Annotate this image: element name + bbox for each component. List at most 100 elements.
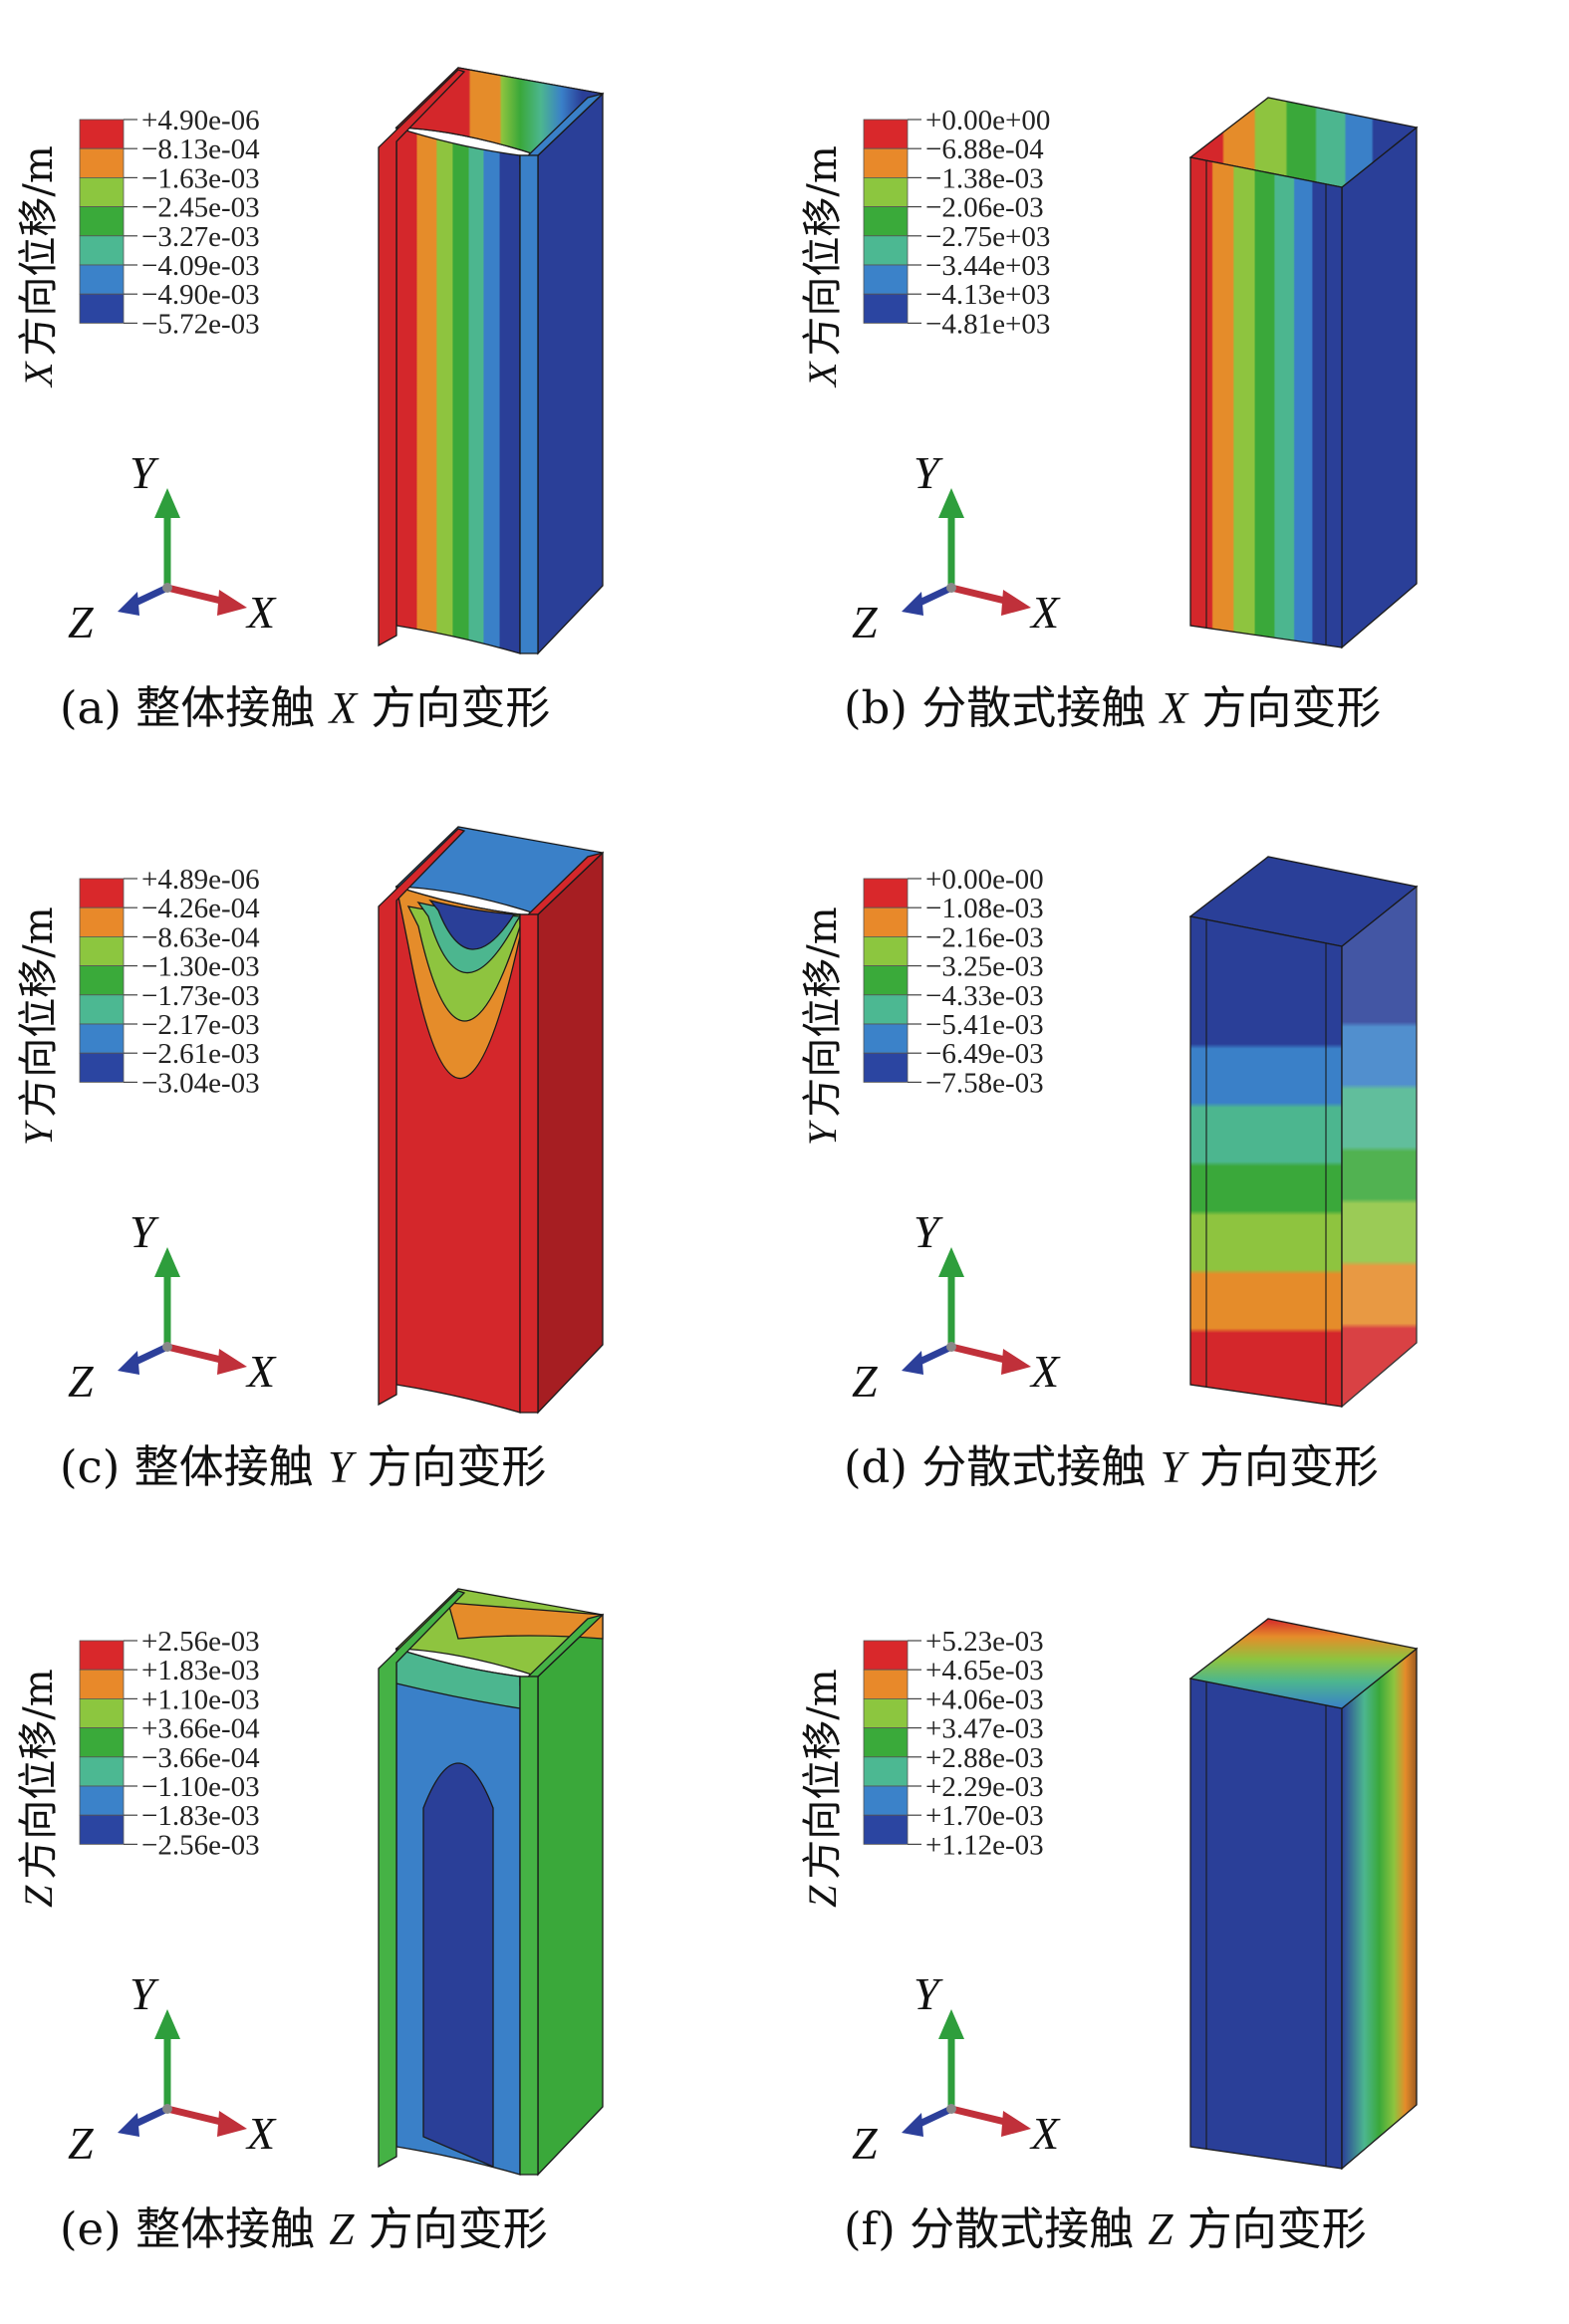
legend-title-axis: Z — [800, 1885, 845, 1908]
panel-graphic: Y 方向位移/m +0.00e-00−1.08e-03−2.16e-03−3.25e… — [800, 856, 1419, 1409]
side-face — [537, 92, 604, 655]
legend-value: −5.72e-03 — [141, 308, 260, 340]
legend-swatch — [863, 1023, 909, 1054]
color-legend: Y 方向位移/m +0.00e-00−1.08e-03−2.16e-03−3.25e… — [800, 864, 1044, 1146]
triad-x-label: X — [245, 2108, 277, 2159]
front-face — [395, 127, 521, 654]
caption-tag: (f) — [844, 2202, 896, 2255]
legend-value: −3.27e-03 — [141, 221, 260, 253]
fe-model-distributed-contact — [1188, 97, 1419, 649]
legend-value: −8.13e-04 — [141, 133, 260, 165]
caption-axis: Z — [1148, 2204, 1174, 2254]
caption-axis: Z — [329, 2204, 355, 2254]
x-axis-arrow — [166, 2105, 226, 2127]
legend-value: −3.44e+03 — [925, 250, 1050, 282]
legend-title: Y 方向位移/m — [16, 906, 62, 1146]
side-face — [537, 851, 604, 1415]
legend-swatch — [863, 906, 909, 937]
panel-graphic: X 方向位移/m +0.00e+00−6.88e-04−1.38e-03−2.06e… — [800, 97, 1419, 649]
triad-x-label: X — [245, 587, 277, 638]
color-legend: Y 方向位移/m +4.89e-06−4.26e-04−8.63e-04−1.30e… — [16, 864, 260, 1146]
triad-z-label: Z — [68, 597, 94, 647]
triad-y-label: Y — [130, 1206, 159, 1257]
legend-value: +1.83e-03 — [141, 1655, 260, 1686]
triad-x-label: X — [1029, 2108, 1061, 2159]
legend-value: −1.83e-03 — [141, 1800, 260, 1832]
legend-value: +1.70e-03 — [925, 1800, 1044, 1832]
right-flange — [519, 913, 539, 1414]
legend-swatch — [79, 936, 125, 967]
caption-post: 方向变形 — [1186, 2202, 1367, 2255]
triad-y-label: Y — [914, 1206, 943, 1257]
legend-swatch — [79, 1727, 125, 1758]
legend-swatch — [863, 1814, 909, 1845]
z-axis-arrow — [915, 1343, 953, 1367]
legend-value: −6.88e-04 — [925, 133, 1044, 165]
legend-value: −3.66e-04 — [141, 1742, 260, 1774]
legend-value: −2.17e-03 — [141, 1009, 260, 1041]
caption-tag: (d) — [844, 1440, 908, 1493]
legend-value: +0.00e+00 — [925, 105, 1050, 136]
caption-axis: X — [1160, 683, 1188, 733]
legend-swatch — [863, 293, 909, 324]
z-arrow-head-icon — [118, 592, 139, 616]
legend-value: −1.30e-03 — [141, 951, 260, 983]
figure-panel: Z 方向位移/m +5.23e-03 +4.65e-03 +4.06e-03 +3.47e… — [784, 1579, 1568, 2324]
side-face — [1341, 1647, 1418, 2171]
legend-swatch — [79, 1814, 125, 1845]
y-arrow-head-icon — [154, 2009, 180, 2039]
legend-swatch — [79, 1640, 125, 1671]
legend-value: +2.56e-03 — [141, 1626, 260, 1658]
panel-graphic: Z 方向位移/m +2.56e-03+1.83e-03+1.10e-03+3.66e… — [16, 1588, 605, 2177]
legend-value: −4.81e+03 — [925, 308, 1050, 340]
legend-swatch — [79, 264, 125, 295]
legend-swatch — [79, 1052, 125, 1083]
legend-title-axis: X — [800, 361, 845, 388]
x-axis-arrow — [166, 1343, 226, 1365]
legend-swatch — [863, 177, 909, 208]
panel-graphic: Z 方向位移/m +5.23e-03+4.65e-03+4.06e-03+3.47e… — [800, 1618, 1419, 2171]
triad-x-label: X — [245, 1346, 277, 1397]
contour-band-navy — [428, 899, 516, 950]
axis-triad: Y X Z — [852, 1968, 1061, 2169]
legend-swatch — [79, 1669, 125, 1699]
legend-swatch — [863, 264, 909, 295]
legend-swatch — [863, 1785, 909, 1816]
front-face — [1189, 156, 1343, 648]
legend-swatch — [863, 147, 909, 178]
x-arrow-head-icon — [1001, 1349, 1031, 1375]
legend-swatch — [79, 147, 125, 178]
caption-post: 方向变形 — [1201, 681, 1382, 734]
x-axis-arrow — [950, 1343, 1010, 1365]
legend-value: +1.12e-03 — [925, 1829, 1044, 1861]
axis-triad: Y X Z — [68, 1968, 277, 2169]
triad-z-label: Z — [68, 1356, 94, 1407]
triad-y-label: Y — [130, 447, 159, 498]
z-arrow-head-icon — [902, 592, 923, 616]
right-flange — [519, 1676, 539, 2176]
color-legend: Z 方向位移/m +2.56e-03+1.83e-03+1.10e-03+3.66e… — [16, 1626, 260, 1908]
panel-graphic: Y 方向位移/m +4.89e-06−4.26e-04−8.63e-04−1.30e… — [16, 826, 605, 1415]
triad-z-label: Z — [68, 2118, 94, 2169]
legend-value: +2.88e-03 — [925, 1742, 1044, 1774]
caption-tag: (b) — [844, 681, 908, 734]
legend-value: +5.23e-03 — [925, 1626, 1044, 1658]
legend-swatch — [863, 1669, 909, 1699]
legend-swatch — [79, 206, 125, 237]
caption-post: 方向变形 — [371, 681, 551, 734]
right-flange — [519, 154, 539, 654]
x-arrow-head-icon — [1001, 2111, 1031, 2137]
legend-value: −8.63e-04 — [141, 921, 260, 953]
front-face — [1189, 915, 1343, 1408]
left-flange — [378, 1590, 466, 2169]
z-axis-arrow — [131, 584, 169, 608]
side-face — [537, 1613, 604, 2177]
y-arrow-head-icon — [938, 1247, 964, 1277]
triad-origin — [162, 1342, 172, 1352]
legend-swatch — [863, 936, 909, 967]
legend-value: +4.65e-03 — [925, 1655, 1044, 1686]
axis-triad: Y X Z — [852, 1206, 1061, 1407]
triad-y-label: Y — [914, 1968, 943, 2019]
legend-swatch — [863, 1756, 909, 1787]
legend-value: −3.25e-03 — [925, 951, 1044, 983]
